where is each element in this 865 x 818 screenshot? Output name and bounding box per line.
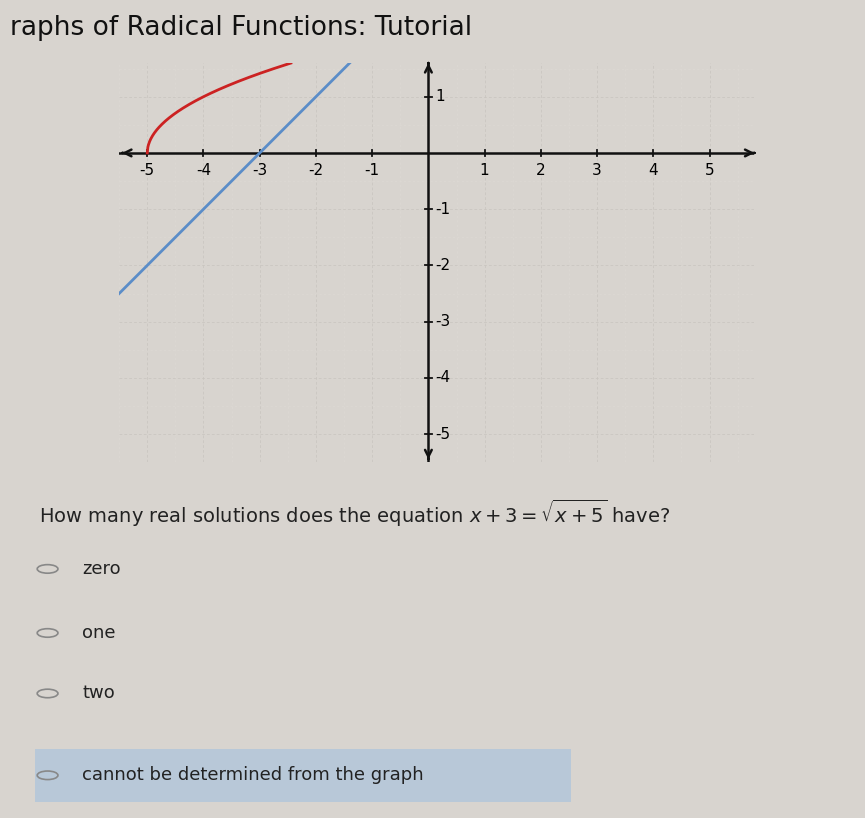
- Text: raphs of Radical Functions: Tutorial: raphs of Radical Functions: Tutorial: [10, 15, 472, 41]
- Text: -2: -2: [309, 163, 324, 178]
- Text: -5: -5: [140, 163, 155, 178]
- Text: -4: -4: [196, 163, 211, 178]
- Text: How many real solutions does the equation $x + 3 = \sqrt{x + 5}$ have?: How many real solutions does the equatio…: [39, 497, 670, 529]
- Text: 4: 4: [649, 163, 658, 178]
- Text: -1: -1: [436, 202, 451, 217]
- Text: -3: -3: [436, 314, 451, 329]
- Text: 1: 1: [436, 89, 445, 104]
- Text: two: two: [82, 685, 115, 703]
- Text: zero: zero: [82, 560, 121, 578]
- Text: cannot be determined from the graph: cannot be determined from the graph: [82, 766, 424, 784]
- Text: 5: 5: [705, 163, 714, 178]
- Text: 1: 1: [480, 163, 490, 178]
- Text: -4: -4: [436, 371, 451, 385]
- Text: 3: 3: [593, 163, 602, 178]
- Text: one: one: [82, 624, 116, 642]
- Text: -3: -3: [252, 163, 267, 178]
- Text: -1: -1: [365, 163, 380, 178]
- Text: -2: -2: [436, 258, 451, 273]
- FancyBboxPatch shape: [35, 748, 571, 802]
- Text: -5: -5: [436, 426, 451, 442]
- Text: 2: 2: [536, 163, 546, 178]
